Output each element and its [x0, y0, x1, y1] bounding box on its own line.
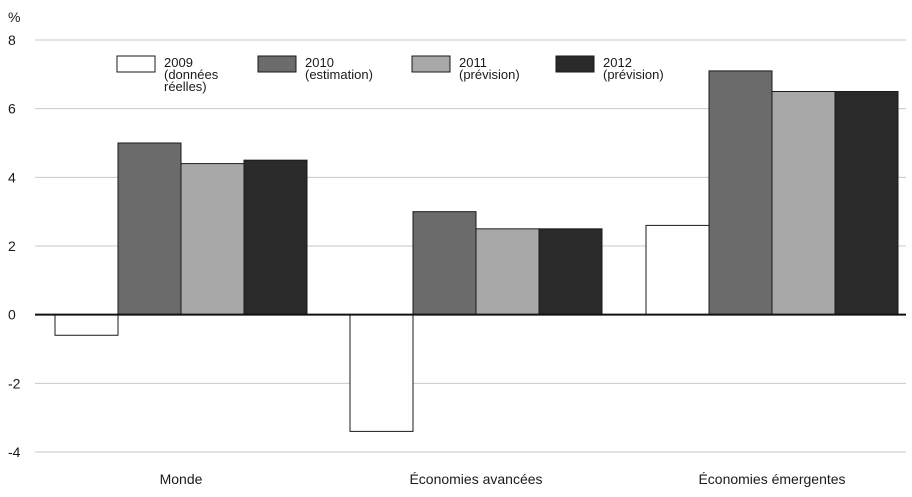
category-label: Économies émergentes	[698, 471, 845, 487]
legend-label: 2012	[603, 55, 632, 70]
y-tick-label: -4	[8, 444, 21, 460]
bar-3-3	[771, 91, 836, 316]
bar-1-3	[645, 224, 710, 316]
legend-swatch	[555, 55, 595, 73]
y-axis-ticks: 8 6 4 2 0 -2 -4	[8, 32, 21, 460]
bar-3-1	[180, 163, 245, 316]
bar-4-1	[243, 159, 308, 316]
legend-label: 2009	[164, 55, 193, 70]
legend-label: (données	[164, 67, 219, 82]
bar-4-2	[538, 228, 603, 316]
y-tick-label: 0	[8, 307, 16, 323]
y-axis-unit-label: %	[8, 9, 20, 25]
y-tick-label: 2	[8, 238, 16, 254]
legend-swatch	[116, 55, 156, 73]
category-label: Économies avancées	[409, 471, 542, 487]
bar-3-2	[475, 228, 540, 316]
legend-label: (estimation)	[305, 67, 373, 82]
legend-swatch	[411, 55, 451, 73]
legend-label: (prévision)	[459, 67, 520, 82]
legend-label: réelles)	[164, 79, 207, 94]
category-labels: Monde Économies avancées Économies émergen…	[160, 471, 846, 487]
y-tick-label: 4	[8, 169, 16, 185]
bars	[54, 70, 899, 432]
bar-1-1	[54, 314, 119, 336]
y-tick-label: 6	[8, 101, 16, 117]
bar-1-2	[349, 314, 414, 432]
legend-label: 2011	[459, 55, 487, 70]
bar-2-2	[412, 211, 477, 316]
category-label: Monde	[160, 471, 203, 487]
bar-2-3	[708, 70, 773, 316]
legend-swatch	[257, 55, 297, 73]
legend-label: 2010	[305, 55, 334, 70]
bar-2-1	[117, 142, 182, 316]
legend-label: (prévision)	[603, 67, 664, 82]
y-tick-label: -2	[8, 375, 21, 391]
y-tick-label: 8	[8, 32, 16, 48]
bar-4-3	[834, 91, 899, 316]
